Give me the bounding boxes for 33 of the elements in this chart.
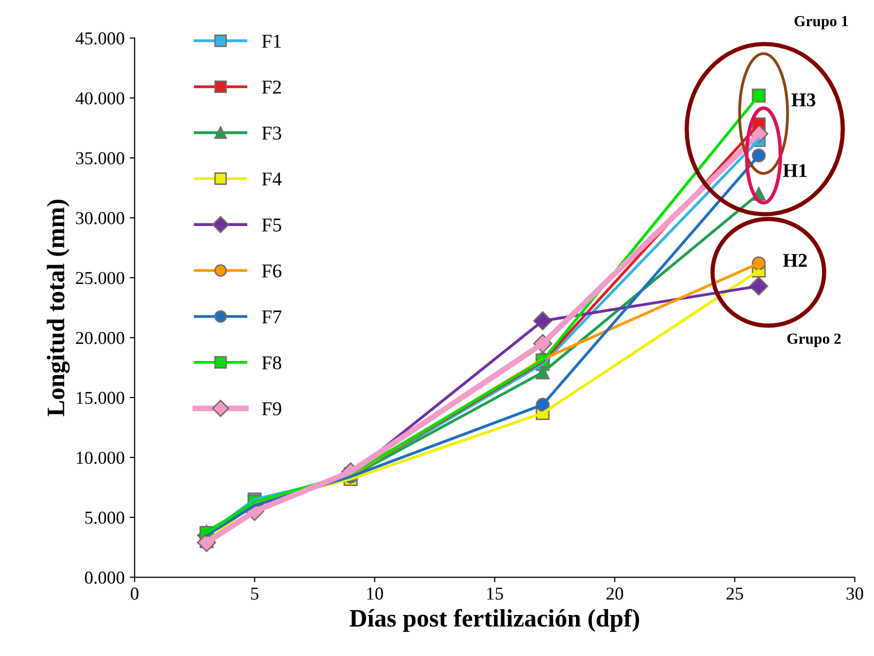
y-tick-label: 5.000 — [85, 512, 124, 524]
y-tick-label: 45.000 — [76, 32, 124, 45]
legend-label: F4 — [262, 172, 282, 186]
legend-label: F9 — [262, 402, 282, 416]
y-tick-label: 30.000 — [76, 212, 124, 224]
legend-label: F5 — [262, 218, 282, 232]
y-axis-title: Longitud total (mm) — [46, 200, 70, 416]
y-tick-label: 25.000 — [76, 272, 124, 284]
legend-label: F2 — [262, 80, 281, 94]
legend-label: F8 — [262, 356, 282, 370]
legend-label: F6 — [262, 264, 282, 278]
x-tick-label: 5 — [251, 588, 258, 600]
annotation: H1 — [783, 164, 807, 177]
x-tick-label: 10 — [367, 588, 383, 600]
y-tick-label: 40.000 — [76, 92, 124, 104]
annotation: H3 — [791, 93, 816, 106]
legend-label: F1 — [262, 34, 281, 48]
x-tick-label: 0 — [130, 588, 138, 600]
legend-label: F7 — [262, 310, 282, 324]
x-tick-label: 20 — [606, 588, 624, 600]
y-tick-label: 0.000 — [84, 572, 124, 584]
x-tick-label: 25 — [726, 588, 744, 600]
x-tick-label: 30 — [846, 588, 864, 600]
annotation: Grupo 2 — [787, 334, 841, 347]
x-tick-label: 15 — [487, 588, 504, 600]
text: Grupo 1 — [794, 16, 848, 30]
y-tick-label: 35.000 — [76, 152, 124, 164]
legend-label: F3 — [262, 126, 282, 140]
x-axis-title: Días post fertilización (dpf) — [350, 608, 640, 632]
y-tick-label: 20.000 — [76, 332, 124, 344]
annotation: H2 — [783, 254, 807, 267]
y-tick-label: 15.000 — [76, 392, 124, 404]
y-tick-label: 10.000 — [76, 452, 124, 464]
